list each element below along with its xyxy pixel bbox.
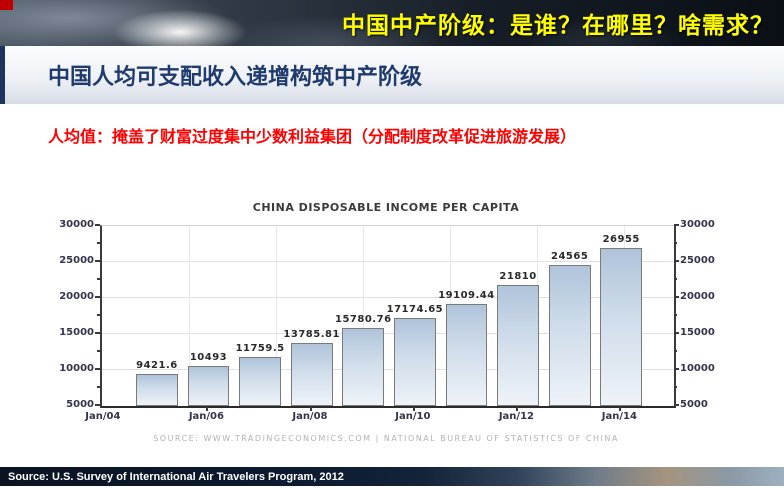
x-axis-label: Jan/04 [85, 411, 121, 422]
bar [445, 304, 488, 406]
bar [136, 374, 178, 406]
slide-title: 中国人均可支配收入递增构筑中产阶级 [48, 64, 423, 89]
footer-bar: Source: U.S. Survey of International Air… [0, 467, 784, 486]
y-tick-right [674, 368, 679, 370]
y-minortick-left [97, 314, 100, 316]
gridline-h [102, 333, 674, 334]
y-tick-right [674, 404, 679, 406]
top-banner: 中国中产阶级：是谁？在哪里？啥需求？ [0, 0, 784, 46]
x-tick [619, 407, 622, 411]
y-minortick-right [674, 278, 677, 280]
y-axis-label-right: 20000 [680, 291, 715, 302]
banner-title: 中国中产阶级：是谁？在哪里？啥需求？ [342, 12, 774, 38]
x-axis-label: Jan/14 [601, 411, 637, 422]
y-axis-label-left: 20000 [59, 291, 94, 302]
chart-source-note: SOURCE: WWW.TRADINGECONOMICS.COM | NATIO… [153, 434, 619, 443]
bar-value-label: 13785.81 [283, 328, 340, 340]
y-axis-label-left: 30000 [59, 219, 94, 230]
y-minortick-left [97, 242, 100, 244]
red-corner-marker [0, 0, 13, 10]
title-accent-bar [0, 46, 5, 104]
y-tick-left [95, 404, 100, 406]
bar-value-label: 26955 [602, 233, 640, 245]
y-tick-left [95, 224, 100, 226]
y-axis-label-right: 5000 [680, 399, 708, 410]
y-tick-left [95, 260, 100, 262]
y-minortick-right [674, 350, 677, 352]
chart-title: CHINA DISPOSABLE INCOME PER CAPITA [252, 201, 520, 214]
y-axis-label-right: 25000 [680, 255, 715, 266]
x-axis-label: Jan/06 [188, 411, 224, 422]
title-band: 中国人均可支配收入递增构筑中产阶级 [0, 46, 784, 104]
y-minortick-left [97, 350, 100, 352]
y-axis-label-right: 30000 [680, 219, 715, 230]
y-minortick-right [674, 386, 677, 388]
bar [394, 318, 436, 406]
y-tick-left [95, 332, 100, 334]
bar-value-label: 10493 [189, 352, 228, 364]
bar-value-label: 24565 [551, 251, 589, 263]
slide-subtitle: 人均值：掩盖了财富过度集中少数利益集团（分配制度改革促进旅游发展） [48, 129, 577, 146]
gridline-v [362, 226, 364, 406]
gridline-h [102, 369, 674, 370]
bar-value-label: 21810 [499, 270, 537, 282]
y-minortick-right [674, 314, 677, 316]
gridline-h [102, 297, 674, 298]
x-axis-label: Jan/08 [292, 411, 328, 422]
bar-value-label: 17174.65 [386, 304, 444, 316]
y-axis-label-left: 5000 [66, 399, 94, 410]
x-tick [206, 407, 209, 411]
y-axis-label-left: 25000 [59, 255, 94, 266]
bar-value-label: 15780.76 [335, 314, 392, 326]
x-tick [309, 407, 312, 411]
x-tick [412, 407, 415, 411]
bar-value-label: 9421.6 [136, 360, 178, 372]
bar-value-label: 11759.5 [235, 343, 285, 355]
y-tick-right [674, 296, 679, 298]
footer-source-text: Source: U.S. Survey of International Air… [8, 471, 344, 483]
gridline-h [102, 261, 674, 262]
plot-area: 9421.6 10493 11759.5 13785.81 15780.76 17174.… [100, 225, 676, 408]
y-axis-label-right: 15000 [680, 327, 715, 338]
x-axis-label: Jan/10 [395, 411, 431, 422]
y-axis-label-left: 15000 [59, 327, 94, 338]
y-tick-left [95, 368, 100, 370]
y-minortick-left [97, 386, 100, 388]
y-minortick-left [97, 278, 100, 280]
y-axis-label-right: 10000 [680, 363, 715, 374]
y-tick-right [674, 332, 679, 334]
bar-value-label: 19109.44 [438, 290, 495, 302]
x-axis-label: Jan/12 [498, 411, 534, 422]
x-tick [516, 407, 519, 411]
y-tick-right [674, 260, 679, 262]
y-tick-right [674, 224, 679, 226]
bar [600, 247, 643, 406]
bar [497, 284, 539, 406]
y-minortick-right [674, 242, 677, 244]
bar [239, 357, 281, 406]
bar [187, 366, 230, 406]
y-axis-label-left: 10000 [59, 363, 94, 374]
bar [290, 342, 333, 406]
bar [548, 265, 591, 406]
bar [342, 328, 385, 406]
y-tick-left [95, 296, 100, 298]
gridline-v [275, 226, 277, 406]
gridline-v [188, 226, 190, 406]
bar-chart: CHINA DISPOSABLE INCOME PER CAPITA 9421.… [58, 196, 734, 450]
